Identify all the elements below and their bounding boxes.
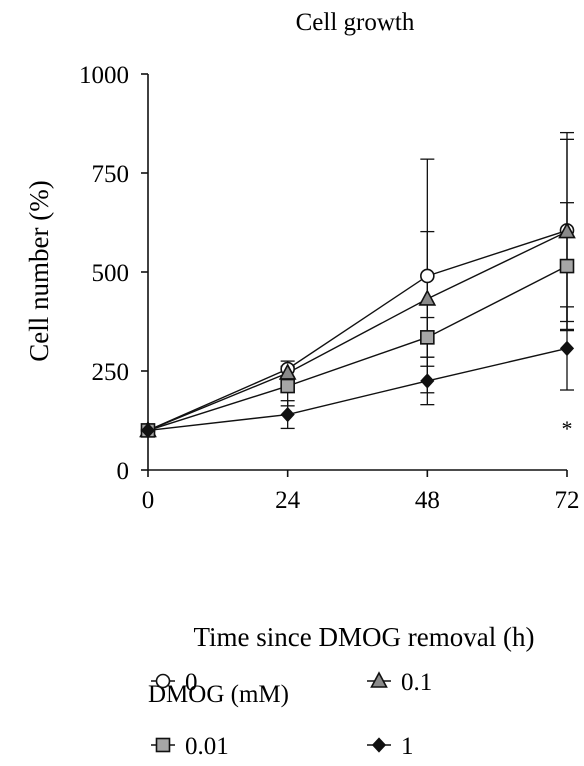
significance-annotation: *: [562, 416, 573, 441]
legend-label-0.01: 0.01: [185, 733, 229, 760]
x-tick-label: 72: [555, 487, 580, 514]
data-point-1: [140, 422, 156, 439]
y-axis-label: Cell number (%): [24, 180, 54, 361]
series-line-1: [147, 347, 568, 432]
data-point-0.1: [558, 221, 576, 239]
data-point-0.01: [420, 330, 435, 345]
chart-title: Cell growth: [296, 9, 415, 36]
x-tick-label: 24: [275, 487, 301, 514]
data-point-0.01: [280, 378, 295, 394]
data-point-0: [420, 268, 435, 284]
series-line-0.01: [147, 265, 568, 432]
legend-label-0: 0: [185, 669, 198, 696]
legend-marker-0.1: [370, 671, 388, 688]
x-axis-label: Time since DMOG removal (h): [194, 622, 535, 652]
legend-title: DMOG (mM): [148, 681, 289, 708]
data-point-1: [280, 406, 295, 423]
x-tick-label: 0: [142, 487, 155, 514]
legend-marker-0: [155, 673, 171, 689]
data-point-0.1: [418, 289, 437, 306]
y-tick-label: 1000: [79, 62, 129, 89]
legend-label-1: 1: [401, 733, 414, 760]
legend-marker-0.01: [155, 737, 171, 753]
data-point-0.01: [559, 258, 575, 274]
series-line-0: [147, 229, 568, 432]
plot-area: 0 250 500 750 1000 0 24 48 72 *: [79, 62, 580, 514]
legend-label-0.1: 0.1: [401, 669, 432, 696]
data-point-1: [559, 340, 575, 357]
legend-marker-1: [371, 737, 387, 753]
series-line-0.1: [147, 230, 568, 432]
y-tick-label: 0: [117, 458, 130, 485]
y-tick-label: 500: [92, 260, 130, 287]
y-tick-label: 250: [92, 359, 130, 386]
y-tick-label: 750: [92, 161, 130, 188]
data-point-1: [420, 373, 435, 389]
legend: 0 0.1 0.01 1: [151, 669, 432, 760]
x-tick-label: 48: [415, 487, 440, 514]
